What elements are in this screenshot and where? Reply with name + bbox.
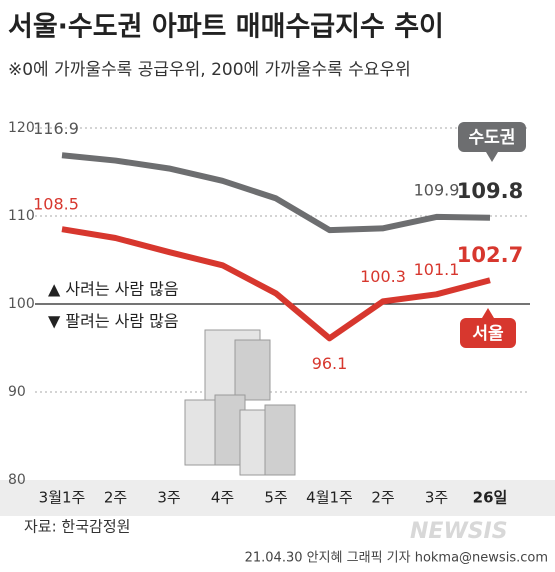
y-tick-label: 90	[8, 384, 26, 400]
x-tick-label: 3주	[425, 489, 448, 507]
line	[61, 152, 491, 234]
data-label: 109.9	[414, 180, 460, 199]
y-tick-label: 120	[8, 120, 35, 136]
watermark: NEWSIS	[410, 519, 508, 544]
x-tick-label: 26일	[473, 489, 508, 507]
x-tick-label: 3주	[157, 489, 180, 507]
chart-subtitle: ※0에 가까울수록 공급우위, 200에 가까울수록 수요우위	[8, 60, 411, 80]
line	[61, 226, 491, 342]
data-label: 109.8	[457, 179, 523, 203]
annotation: ▼ 팔려는 사람 많음	[48, 312, 179, 331]
legend-tag	[458, 122, 526, 152]
data-label: 101.1	[414, 260, 460, 279]
data-label: 102.7	[457, 243, 523, 267]
annotation: ▲ 사려는 사람 많음	[48, 280, 179, 299]
data-label: 96.1	[312, 354, 348, 373]
legend-label: 서울	[472, 324, 504, 344]
data-label: 108.5	[33, 195, 79, 214]
x-tick-label: 2주	[371, 489, 394, 507]
source: 자료: 한국감정원	[24, 518, 130, 536]
legend-tag	[460, 318, 516, 348]
x-tick-label: 3월1주	[39, 489, 86, 507]
chart-title: 서울·수도권 아파트 매매수급지수 추이	[8, 12, 444, 43]
x-tick-label: 5주	[264, 489, 287, 507]
data-label: 116.9	[33, 119, 79, 138]
y-tick-label: 110	[8, 208, 35, 224]
x-axis-band	[0, 480, 555, 516]
x-tick-label: 2주	[104, 489, 127, 507]
credit: 21.04.30 안지혜 그래픽 기자 hokma@newsis.com	[245, 551, 548, 566]
legend-pointer	[486, 152, 498, 162]
buildings	[184, 329, 296, 476]
legend-label: 수도권	[469, 128, 516, 148]
legend-pointer	[482, 308, 494, 318]
x-tick-label: 4월1주	[306, 489, 353, 507]
y-tick-label: 100	[8, 296, 35, 312]
x-tick-label: 4주	[211, 489, 234, 507]
data-label: 100.3	[360, 267, 406, 286]
y-tick-label: 80	[8, 472, 26, 488]
